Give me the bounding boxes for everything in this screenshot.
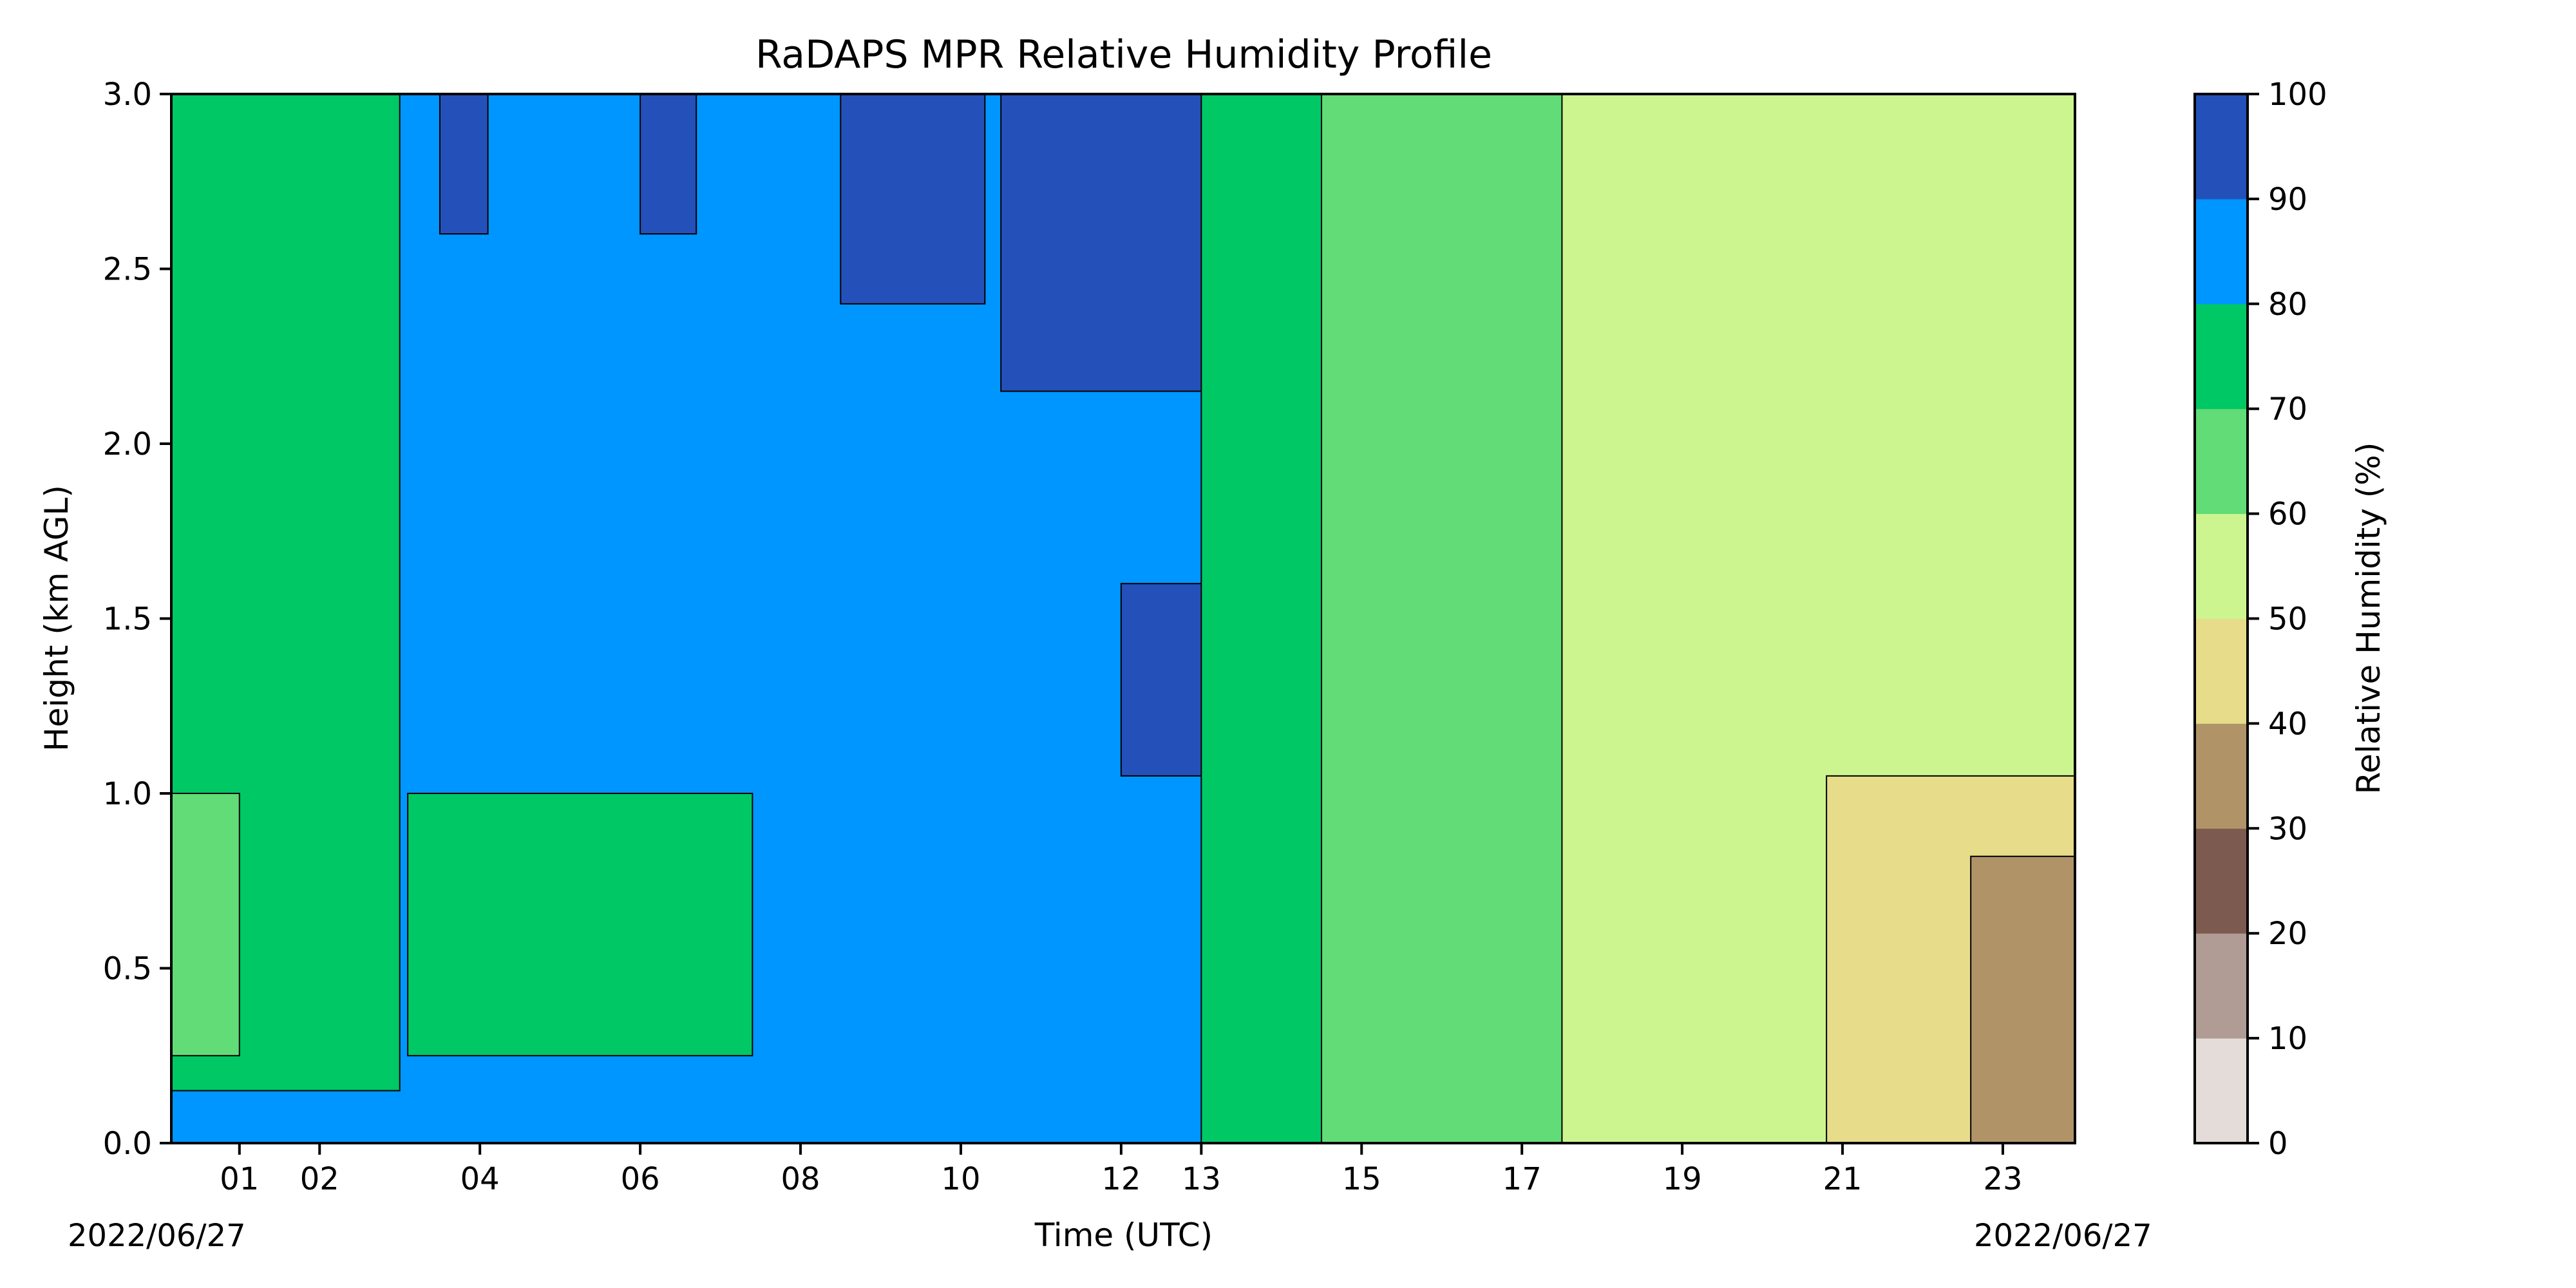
x-tick-label: 06 [621,1161,660,1197]
x-tick-label: 12 [1101,1161,1141,1197]
colorbar-segment [2195,828,2248,934]
colorbar-segment [2195,1038,2248,1144]
colorbar-tick-label: 30 [2268,811,2307,847]
colorbar-segment [2195,933,2248,1039]
colorbar-tick-label: 90 [2268,182,2307,218]
chart-title: RaDAPS MPR Relative Humidity Profile [755,32,1492,77]
colorbar-tick-label: 40 [2268,706,2307,742]
colorbar-segment [2195,513,2248,619]
colorbar-tick-label: 20 [2268,916,2307,952]
date-end-label: 2022/06/27 [1974,1218,2152,1254]
colorbar-label: Relative Humidity (%) [2350,442,2387,795]
colorbar-tick-label: 50 [2268,601,2307,638]
x-axis: 01 02 04 06 08 10 12 13 15 17 19 21 23 [220,1143,2023,1197]
contour-region-60-70 [171,793,240,1057]
x-tick-label: 08 [781,1161,820,1197]
y-tick-label: 1.0 [103,776,152,812]
colorbar-segment [2195,618,2248,724]
x-tick-label: 19 [1663,1161,1702,1197]
y-tick-label: 1.5 [103,601,152,638]
y-axis: 0.0 0.5 1.0 1.5 2.0 2.5 3.0 [103,77,171,1162]
contour-region-70-80 [407,793,753,1057]
x-tick-label: 15 [1342,1161,1381,1197]
contour-region-90-100 [840,94,986,305]
contour-plot-area [171,94,2075,1143]
x-tick-label: 01 [220,1161,259,1197]
y-tick-label: 0.0 [103,1126,152,1162]
colorbar-segment [2195,723,2248,829]
colorbar-tick-label: 0 [2268,1126,2288,1162]
colorbar-tick-label: 100 [2268,77,2327,113]
x-axis-label: Time (UTC) [1034,1217,1213,1254]
colorbar-tick-label: 70 [2268,392,2307,428]
y-tick-label: 3.0 [103,77,152,113]
colorbar-segment [2195,408,2248,515]
colorbar: 0 10 20 30 40 50 60 70 80 90 100 [2193,77,2327,1162]
x-tick-label: 02 [300,1161,339,1197]
y-axis-label: Height (km AGL) [38,485,75,752]
contour-region-90-100 [639,94,697,235]
date-start-label: 2022/06/27 [68,1218,246,1254]
x-tick-label: 21 [1823,1161,1862,1197]
y-tick-label: 2.0 [103,426,152,462]
x-tick-label: 04 [460,1161,500,1197]
x-tick-label: 23 [1983,1161,2022,1197]
y-tick-label: 0.5 [103,951,152,987]
x-tick-label: 13 [1182,1161,1221,1197]
x-tick-label: 17 [1502,1161,1542,1197]
colorbar-segment [2195,303,2248,410]
colorbar-tick-label: 80 [2268,287,2307,323]
colorbar-tick-label: 60 [2268,497,2307,533]
contour-region-90-100 [439,94,489,235]
colorbar-segment [2195,198,2248,305]
y-tick-label: 2.5 [103,252,152,288]
contour-region-30-40 [1970,855,2075,1143]
colorbar-segment [2195,94,2248,200]
x-tick-label: 10 [941,1161,980,1197]
colorbar-tick-label: 10 [2268,1021,2307,1057]
